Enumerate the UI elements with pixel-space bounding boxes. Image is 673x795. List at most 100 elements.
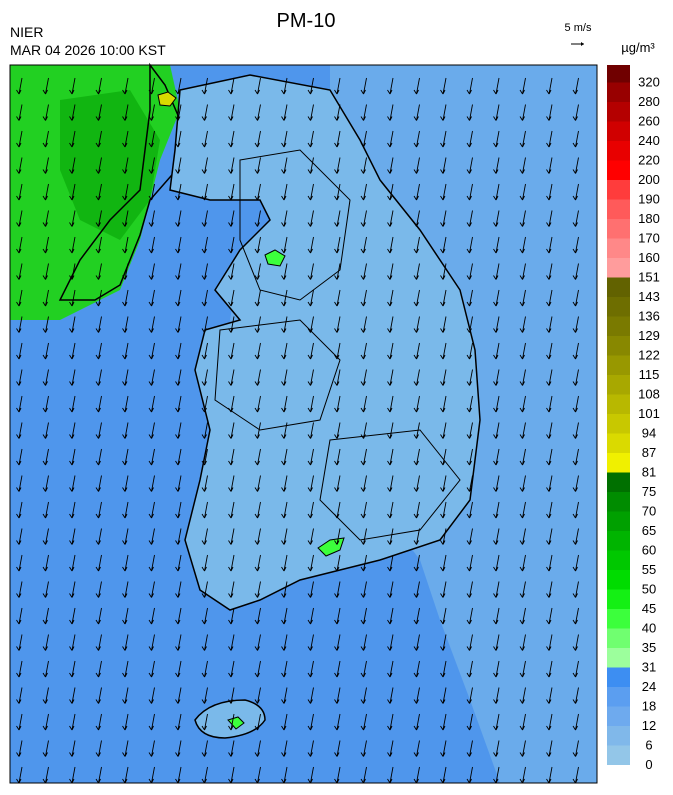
wind-arrow — [493, 554, 500, 572]
wind-arrow — [440, 210, 447, 227]
wind-arrow — [16, 713, 23, 731]
wind-arrow — [493, 289, 500, 307]
wind-arrow — [519, 157, 526, 174]
wind-arrow — [387, 554, 394, 572]
wind-arrow — [42, 634, 49, 651]
colorbar-segment — [607, 687, 630, 707]
wind-arrow — [466, 289, 473, 307]
wind-arrow — [16, 660, 23, 678]
wind-arrow — [42, 395, 49, 413]
wind-arrow — [16, 528, 23, 545]
colorbar-segment — [607, 745, 630, 765]
wind-arrow — [493, 501, 500, 519]
wind-arrow — [413, 713, 420, 731]
wind-arrow — [466, 422, 473, 439]
wind-arrow — [175, 448, 182, 466]
wind-arrow — [42, 342, 49, 360]
wind-arrow — [493, 183, 500, 201]
wind-arrow — [387, 263, 394, 280]
wind-arrow — [413, 77, 420, 95]
wind-arrow — [413, 263, 420, 280]
wind-arrow — [69, 395, 76, 413]
wind-arrow — [519, 210, 526, 227]
wind-arrow — [493, 369, 500, 386]
wind-arrow — [69, 130, 76, 148]
wind-arrow — [42, 263, 49, 280]
wind-arrow — [175, 104, 182, 121]
wind-arrow — [42, 422, 49, 439]
wind-arrow — [360, 104, 367, 121]
wind-arrow — [95, 766, 102, 784]
wind-arrow — [572, 316, 579, 333]
wind-arrow — [254, 528, 261, 545]
wind-arrow — [201, 581, 208, 598]
wind-arrow — [307, 422, 314, 439]
wind-arrow — [148, 581, 155, 598]
wind-arrow — [69, 369, 76, 386]
wind-arrow — [519, 263, 526, 280]
colorbar-label: 65 — [642, 523, 656, 538]
wind-arrow — [122, 289, 129, 307]
colorbar-segment — [607, 297, 630, 317]
colorbar-label: 200 — [638, 172, 660, 187]
wind-arrow — [519, 475, 526, 492]
wind-arrow — [413, 342, 420, 360]
wind-arrow — [466, 342, 473, 360]
wind-arrow — [16, 634, 23, 651]
wind-arrow — [254, 157, 261, 174]
wind-arrow — [148, 183, 155, 201]
wind-arrow — [466, 740, 473, 757]
wind-arrow — [148, 660, 155, 678]
colorbar-segment — [607, 199, 630, 219]
agency: NIER — [10, 24, 43, 40]
wind-arrow — [307, 581, 314, 598]
colorbar-label: 40 — [642, 621, 656, 636]
wind-arrow — [413, 501, 420, 519]
wind-scale-label: 5 m/s — [565, 22, 592, 34]
wind-arrow — [413, 581, 420, 598]
wind-arrow — [466, 448, 473, 466]
wind-arrow — [572, 766, 579, 784]
wind-arrow — [440, 634, 447, 651]
wind-arrow — [16, 316, 23, 333]
wind-arrow — [334, 740, 341, 757]
title: PM-10 — [277, 10, 336, 32]
wind-arrow — [572, 210, 579, 227]
colorbar-segment — [607, 531, 630, 551]
wind-arrow — [546, 501, 553, 519]
wind-arrow — [201, 501, 208, 519]
wind-arrow — [16, 369, 23, 386]
wind-arrow — [334, 501, 341, 519]
wind-arrow — [519, 501, 526, 519]
wind-arrow — [175, 157, 182, 174]
wind-arrow — [387, 660, 394, 678]
wind-arrow — [254, 766, 261, 784]
wind-arrow — [42, 740, 49, 757]
colorbar-segment — [607, 648, 630, 668]
wind-arrow — [228, 130, 235, 148]
wind-arrow — [387, 369, 394, 386]
colorbar-segment — [607, 550, 630, 570]
colorbar-label: 143 — [638, 289, 660, 304]
wind-arrow — [281, 183, 288, 201]
wind-arrow — [175, 316, 182, 333]
colorbar-segment — [607, 726, 630, 746]
wind-arrow — [493, 236, 500, 254]
wind-arrow — [42, 236, 49, 254]
wind-arrow — [281, 607, 288, 625]
wind-arrow — [254, 422, 261, 439]
wind-arrow — [440, 660, 447, 678]
wind-arrow — [413, 183, 420, 201]
wind-arrow — [122, 104, 129, 121]
colorbar-label: 12 — [642, 718, 656, 733]
wind-arrow — [413, 607, 420, 625]
wind-arrow — [307, 104, 314, 121]
wind-arrow — [519, 581, 526, 598]
wind-arrow — [281, 369, 288, 386]
wind-arrow — [360, 581, 367, 598]
wind-arrow — [334, 77, 341, 95]
colorbar-segment — [607, 394, 630, 414]
wind-arrow — [413, 422, 420, 439]
wind-arrow — [122, 766, 129, 784]
wind-arrow — [148, 316, 155, 333]
